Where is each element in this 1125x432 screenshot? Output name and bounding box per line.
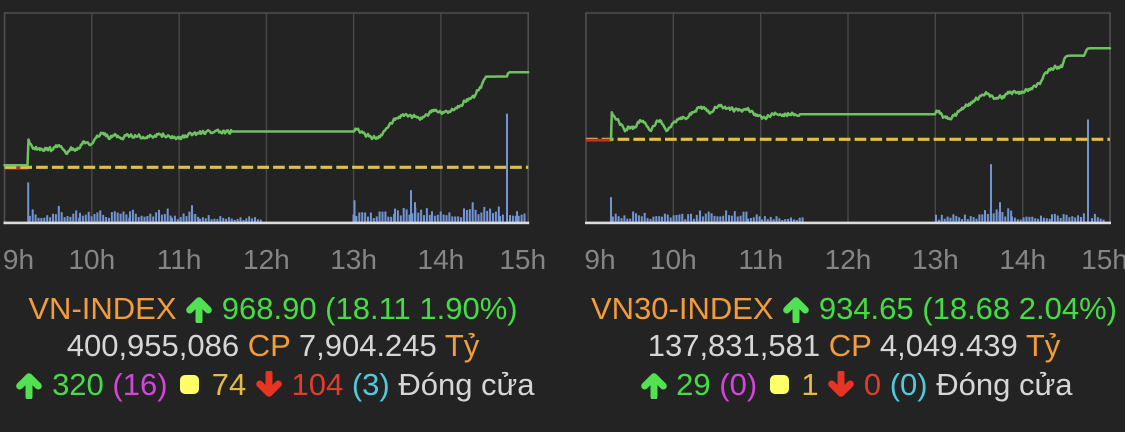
svg-text:14h: 14h xyxy=(999,244,1046,275)
svg-text:15h: 15h xyxy=(1081,244,1125,275)
svg-text:11h: 11h xyxy=(738,244,783,275)
svg-text:10h: 10h xyxy=(68,244,115,275)
svg-text:12h: 12h xyxy=(243,244,290,275)
svg-text:9h: 9h xyxy=(584,244,615,275)
svg-text:10h: 10h xyxy=(650,244,697,275)
svg-text:12h: 12h xyxy=(825,244,872,275)
svg-text:13h: 13h xyxy=(330,244,377,275)
svg-text:9h: 9h xyxy=(3,244,34,275)
svg-text:11h: 11h xyxy=(157,244,202,275)
svg-text:14h: 14h xyxy=(418,244,465,275)
svg-text:15h: 15h xyxy=(499,244,546,275)
svg-text:13h: 13h xyxy=(912,244,959,275)
